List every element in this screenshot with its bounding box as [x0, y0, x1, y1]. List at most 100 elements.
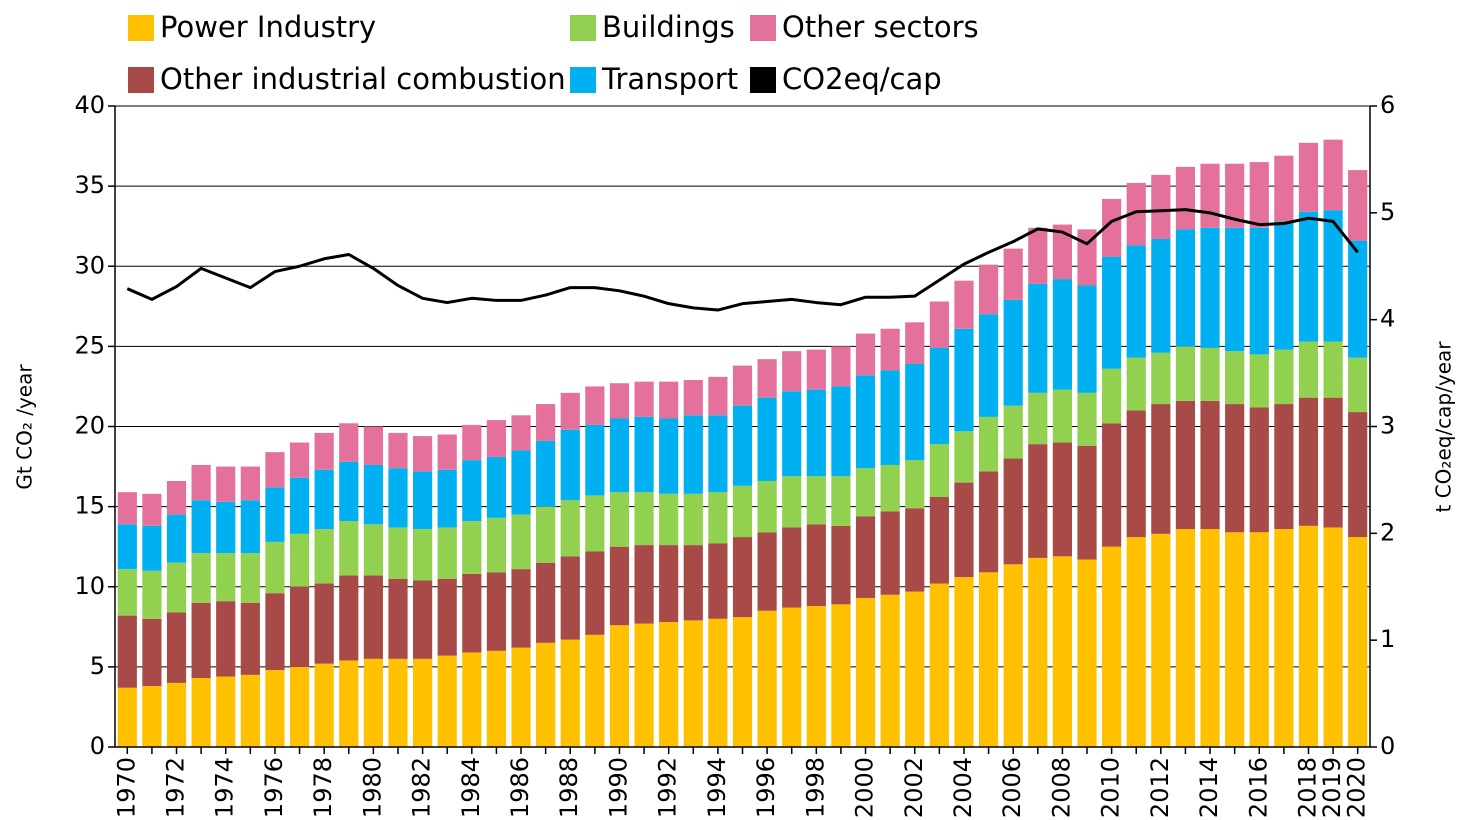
- bar-segment: [855, 516, 876, 598]
- bar-segment: [782, 391, 802, 477]
- bar-segment: [1175, 229, 1196, 347]
- bar-segment: [1151, 352, 1171, 405]
- bar-segment: [560, 500, 580, 557]
- bar-segment: [216, 466, 236, 502]
- y-tick-label: 30: [74, 251, 105, 279]
- bar-segment: [1077, 559, 1097, 747]
- bar-segment: [585, 551, 605, 635]
- bar-segment: [166, 682, 187, 747]
- bar-segment: [413, 580, 433, 659]
- legend-swatch: [570, 15, 596, 41]
- bar-segment: [1200, 400, 1220, 530]
- bar-segment: [1052, 224, 1072, 280]
- bar-segment: [929, 301, 949, 348]
- x-tick-label: 2004: [949, 757, 977, 818]
- bar-segment: [978, 314, 999, 417]
- bar-segment: [782, 351, 802, 392]
- bar-segment: [1175, 529, 1196, 747]
- bar-segment: [732, 405, 753, 486]
- bar-segment: [1348, 412, 1368, 538]
- bar-segment: [1323, 397, 1343, 528]
- bar-segment: [1175, 166, 1196, 230]
- bar-segment: [1249, 354, 1269, 408]
- bar-segment: [388, 432, 408, 469]
- bar-segment: [166, 480, 187, 515]
- legend-swatch: [750, 15, 776, 41]
- bar-segment: [1249, 162, 1269, 228]
- bar-segment: [855, 375, 876, 469]
- bar-segment: [732, 485, 753, 538]
- bar-segment: [511, 569, 531, 648]
- bar-segment: [1225, 163, 1245, 228]
- bar-segment: [585, 495, 605, 552]
- x-tick-label: 2014: [1195, 757, 1223, 818]
- bar-segment: [929, 444, 949, 498]
- bar-segment: [265, 670, 285, 747]
- bar-segment: [831, 386, 851, 477]
- x-tick-label: 2019: [1318, 757, 1346, 818]
- bar-segment: [1200, 529, 1220, 747]
- bar-segment: [880, 370, 900, 465]
- bar-segment: [905, 508, 925, 592]
- y-tick-label: 25: [74, 331, 105, 359]
- bar-segment: [339, 660, 359, 747]
- bar-segment: [191, 678, 211, 747]
- bar-segment: [191, 602, 211, 679]
- bar-segment: [978, 264, 999, 315]
- y2-tick-label: 4: [1380, 305, 1395, 333]
- bar-segment: [1028, 283, 1048, 393]
- bar-segment: [585, 424, 605, 496]
- bar-segment: [585, 386, 605, 425]
- y-tick-label: 5: [90, 652, 105, 680]
- x-tick-label: 2000: [851, 757, 879, 818]
- bar-segment: [855, 597, 876, 747]
- bar-segment: [1052, 556, 1072, 747]
- bar-segment: [216, 501, 236, 554]
- bar-segment: [634, 545, 654, 624]
- bar-segment: [683, 493, 703, 546]
- bar-segment: [1028, 557, 1048, 747]
- bar-segment: [757, 397, 777, 481]
- x-tick-label: 1980: [358, 757, 386, 818]
- bar-segment: [486, 517, 507, 573]
- bar-segment: [806, 476, 826, 525]
- bar-segment: [855, 468, 876, 517]
- bar-segment: [1003, 564, 1023, 747]
- bar-segment: [806, 389, 826, 477]
- bar-segment: [1200, 227, 1220, 348]
- y2-tick-label: 6: [1380, 91, 1395, 119]
- bar-segment: [265, 452, 285, 488]
- bar-segment: [757, 359, 777, 398]
- bar-segment: [339, 423, 359, 462]
- bar-segment: [462, 573, 482, 653]
- bar-segment: [289, 477, 310, 534]
- bar-segment: [1225, 404, 1245, 533]
- bar-segment: [1298, 211, 1319, 342]
- y-axis-title: Gt CO₂ /year: [13, 364, 37, 490]
- bar-segment: [1052, 389, 1072, 443]
- y2-tick-label: 5: [1380, 198, 1395, 226]
- bar-segment: [363, 464, 383, 525]
- bar-segment: [634, 623, 654, 747]
- bar-segment: [314, 663, 334, 747]
- bar-segment: [437, 578, 457, 656]
- bar-segment: [1102, 198, 1122, 257]
- bar-segment: [609, 383, 630, 419]
- bar-segment: [708, 618, 728, 747]
- legend-label: CO2eq/cap: [782, 62, 942, 96]
- x-tick-label: 2012: [1146, 757, 1174, 818]
- bar-segment: [1200, 347, 1220, 401]
- bar-segment: [462, 652, 482, 747]
- bar-segment: [486, 420, 507, 457]
- bar-segment: [831, 476, 851, 526]
- y-tick-label: 35: [74, 171, 105, 199]
- bar-segment: [289, 586, 310, 667]
- bar-segment: [1323, 210, 1343, 342]
- bar-segment: [289, 442, 310, 478]
- bar-segment: [708, 415, 728, 493]
- bar-segment: [511, 647, 531, 747]
- bar-segment: [388, 527, 408, 579]
- bar-segment: [536, 562, 556, 643]
- y2-axis-title: t CO₂eq/cap/year: [1432, 341, 1456, 513]
